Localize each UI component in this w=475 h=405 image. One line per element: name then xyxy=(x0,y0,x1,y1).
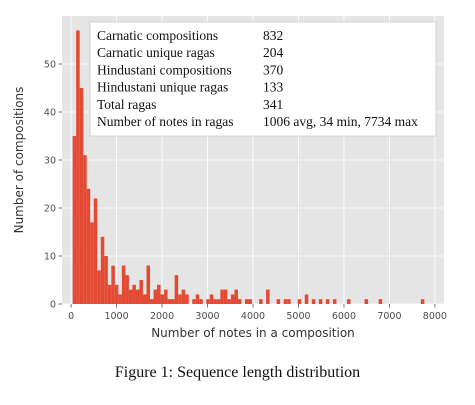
histogram-bar xyxy=(72,136,77,304)
histogram-bar xyxy=(259,299,263,304)
histogram-bar xyxy=(216,299,221,304)
stats-table-box xyxy=(89,21,437,137)
histogram-bar xyxy=(195,294,200,304)
histogram-bar xyxy=(153,289,158,304)
histogram-bar xyxy=(332,299,337,304)
histogram-bar xyxy=(181,289,186,304)
histogram-bar xyxy=(304,294,309,304)
histogram-bar xyxy=(139,280,143,304)
y-tick-label: 40 xyxy=(44,107,56,118)
histogram-bar xyxy=(185,294,189,304)
histogram-bar xyxy=(125,275,129,304)
x-tick-label: 5000 xyxy=(286,311,310,322)
y-tick-label: 30 xyxy=(44,155,56,166)
histogram-bar xyxy=(90,222,94,304)
histogram-bar xyxy=(266,289,270,304)
histogram-bar xyxy=(93,198,98,304)
stats-value: 370 xyxy=(263,62,284,77)
histogram-bar xyxy=(248,299,253,304)
histogram-bar xyxy=(107,284,112,304)
x-axis-title: Number of notes in a composition xyxy=(151,326,355,340)
x-tick-label: 4000 xyxy=(241,311,265,322)
stats-label: Hindustani unique ragas xyxy=(97,80,228,95)
histogram-bar xyxy=(178,294,182,304)
y-tick-label: 0 xyxy=(50,299,56,310)
histogram-bar xyxy=(157,284,161,304)
histogram-bar xyxy=(364,299,369,304)
y-tick-label: 20 xyxy=(44,203,56,214)
stats-value: 832 xyxy=(263,28,283,43)
stats-label: Number of notes in ragas xyxy=(97,114,233,129)
stats-label: Total ragas xyxy=(97,97,156,112)
histogram-bar xyxy=(287,299,291,304)
x-tick-label: 8000 xyxy=(423,311,447,322)
histogram-bar xyxy=(79,88,84,304)
histogram-bar xyxy=(378,299,383,304)
stats-label: Hindustani compositions xyxy=(97,62,232,77)
x-tick-label: 6000 xyxy=(332,311,356,322)
histogram-bar xyxy=(132,284,136,304)
histogram-bar xyxy=(167,299,172,304)
stats-value: 1006 avg, 34 min, 7734 max xyxy=(263,114,418,129)
histogram-bar xyxy=(206,299,210,304)
histogram-bar xyxy=(100,236,105,304)
histogram-bar xyxy=(128,289,133,304)
histogram-bar xyxy=(283,299,288,304)
histogram-bars xyxy=(72,30,425,305)
histogram-bar xyxy=(213,299,217,304)
histogram-bar xyxy=(318,299,323,304)
histogram-bar xyxy=(142,294,147,304)
histogram-bar xyxy=(104,256,108,304)
histogram-bar xyxy=(223,289,228,304)
histogram-bar xyxy=(227,299,231,304)
y-tick-label: 10 xyxy=(44,251,56,262)
histogram-bar xyxy=(135,289,140,304)
stats-value: 133 xyxy=(263,80,284,95)
histogram-bar xyxy=(111,265,115,304)
histogram-bar xyxy=(171,299,175,304)
histogram-bar xyxy=(234,289,238,304)
histogram-bar xyxy=(86,188,91,304)
x-tick-label: 3000 xyxy=(195,311,219,322)
histogram-bar xyxy=(220,289,224,304)
histogram-bar xyxy=(146,265,151,304)
x-tick-label: 7000 xyxy=(377,311,401,322)
histogram-bar xyxy=(121,265,126,304)
y-axis-title: Number of compositions xyxy=(12,87,26,234)
stats-label: Carnatic unique ragas xyxy=(97,45,215,60)
x-tick-label: 1000 xyxy=(104,311,128,322)
histogram-bar xyxy=(244,299,249,304)
histogram-bar xyxy=(97,270,101,304)
histogram-bar xyxy=(209,294,214,304)
histogram-bar xyxy=(276,299,281,304)
histogram-bar xyxy=(192,299,196,304)
histogram-bar xyxy=(76,30,80,305)
x-tick-label: 2000 xyxy=(150,311,174,322)
histogram-bar xyxy=(164,289,168,304)
histogram-bar xyxy=(160,294,165,304)
histogram-bar xyxy=(420,299,425,304)
stats-table: Carnatic compositions 832 Carnatic unique … xyxy=(89,21,437,137)
histogram-bar xyxy=(114,284,119,304)
histogram-bar xyxy=(199,299,203,304)
axis-ticks: 0 1000 2000 3000 4000 5000 6000 7000 8000 0 10 20 30… xyxy=(44,59,447,322)
histogram-bar xyxy=(325,299,330,304)
histogram-bar xyxy=(297,299,302,304)
histogram-bar xyxy=(83,155,87,304)
histogram-bar xyxy=(150,299,154,304)
histogram-bar xyxy=(118,294,122,304)
stats-value: 341 xyxy=(263,97,283,112)
stats-label: Carnatic compositions xyxy=(97,28,218,43)
figure-caption: Figure 1: Sequence length distribution xyxy=(114,364,361,381)
histogram-bar xyxy=(237,299,242,304)
x-tick-label: 0 xyxy=(68,311,74,322)
histogram-bar xyxy=(230,294,235,304)
y-tick-label: 50 xyxy=(44,59,56,70)
histogram-bar xyxy=(346,299,351,304)
histogram-bar xyxy=(311,299,316,304)
histogram-bar xyxy=(174,275,179,304)
stats-value: 204 xyxy=(263,45,284,60)
